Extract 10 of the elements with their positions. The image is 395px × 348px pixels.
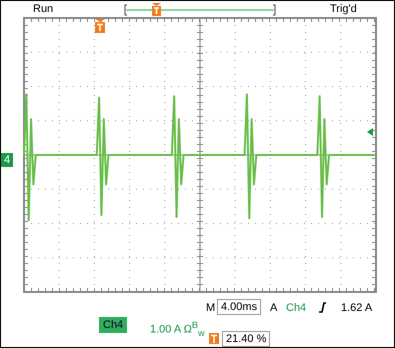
text: Ch4 bbox=[286, 301, 306, 315]
text: 21.40 % bbox=[222, 331, 270, 347]
text: Trig'd bbox=[330, 2, 357, 16]
text: Ch4 bbox=[99, 317, 128, 333]
text: M bbox=[206, 301, 216, 315]
text: 1.62 A bbox=[341, 301, 372, 315]
text: 4 bbox=[1, 153, 14, 167]
text: 4.00ms bbox=[217, 299, 262, 315]
text: A bbox=[270, 301, 278, 315]
text: Run bbox=[33, 2, 54, 16]
